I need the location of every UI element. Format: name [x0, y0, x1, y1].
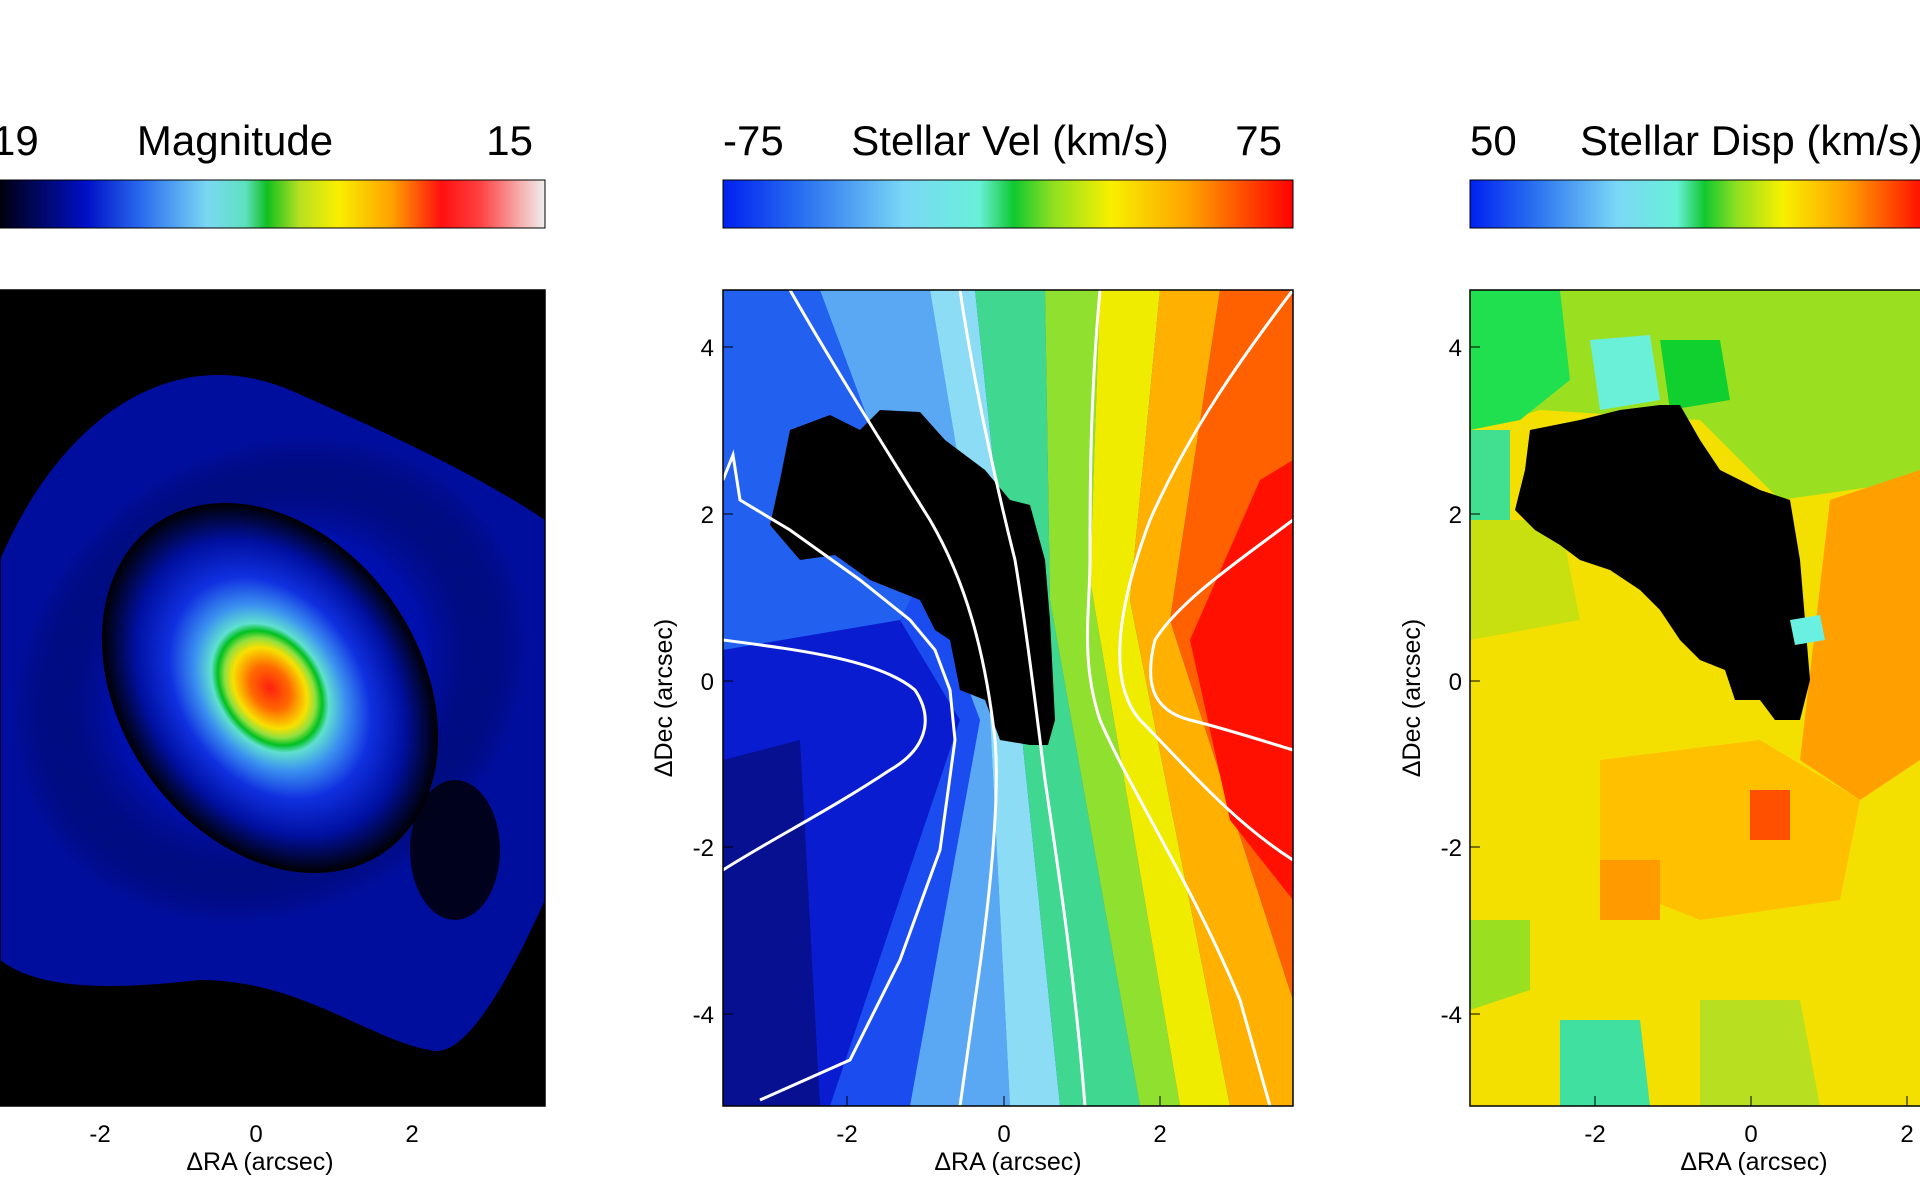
y-tick-label: 4	[1449, 335, 1462, 362]
colorbar-title: Stellar Vel (km/s)	[851, 117, 1168, 164]
y-axis-label: ΔDec (arcsec)	[650, 619, 678, 777]
dark-patch	[410, 780, 500, 920]
y-tick-label: -4	[1441, 1002, 1462, 1029]
x-tick-label: 0	[249, 1121, 262, 1148]
vel-band	[1190, 460, 1293, 900]
y-tick-label: 2	[701, 502, 714, 529]
disp-patch	[1700, 1000, 1820, 1106]
galaxy-core	[101, 502, 439, 874]
vel-band	[1130, 290, 1293, 1106]
colorbar-dispersion	[1469, 179, 1920, 229]
colorbar-title: Magnitude	[137, 117, 333, 164]
y-tick-label: 0	[1449, 669, 1462, 696]
disp-patch	[1750, 790, 1790, 840]
y-ticks	[1470, 346, 1480, 1015]
disp-patch	[1470, 290, 1570, 430]
plot-frame	[1469, 289, 1920, 1107]
vel-band	[975, 290, 1140, 1106]
vel-band	[1045, 290, 1180, 1106]
disp-patch	[1470, 430, 1510, 520]
y-tick-label: -2	[1441, 835, 1462, 862]
plot-frame	[722, 289, 1294, 1107]
x-tick-label: -2	[836, 1121, 857, 1148]
y-tick-label: -2	[693, 835, 714, 862]
disp-patch	[1790, 615, 1825, 645]
panel-dispersion: 50 Stellar Disp (km/s)	[1398, 117, 1920, 1176]
x-axis-label: ΔRA (arcsec)	[1680, 1148, 1827, 1176]
vel-band	[723, 740, 820, 1106]
panel-velocity: -75 Stellar Vel (km/s) 75	[650, 117, 1294, 1176]
y-tick-label: 2	[1449, 502, 1462, 529]
x-ticks	[1594, 1096, 1908, 1106]
x-axis-label: ΔRA (arcsec)	[186, 1148, 333, 1176]
y-tick-label: 0	[701, 669, 714, 696]
x-ticks	[99, 1096, 413, 1106]
masked-region	[1515, 405, 1810, 720]
x-tick-label: -2	[1584, 1121, 1605, 1148]
x-axis-label: ΔRA (arcsec)	[934, 1148, 1081, 1176]
colorbar-max-label: 75	[1235, 117, 1282, 164]
colorbar-min-label: 19	[0, 117, 39, 164]
disp-patch	[1470, 920, 1530, 1010]
velocity-contours	[723, 290, 1293, 1106]
y-ticks	[723, 346, 733, 1015]
colorbar-min-label: 50	[1470, 117, 1517, 164]
x-tick-label: 2	[405, 1121, 418, 1148]
y-tick-label: -4	[693, 1002, 714, 1029]
x-tick-label: 2	[1153, 1121, 1166, 1148]
x-tick-label: -2	[89, 1121, 110, 1148]
y-axis-label: ΔDec (arcsec)	[1398, 619, 1426, 777]
panel-magnitude: 19 Magnitude 15 -2 0 2 ΔRA (arcsec)	[0, 117, 546, 1176]
vel-band	[1090, 290, 1230, 1106]
y-tick-label: 4	[701, 335, 714, 362]
disp-patch	[1600, 740, 1860, 920]
x-tick-label: 0	[1744, 1121, 1757, 1148]
colorbar-max-label: 15	[486, 117, 533, 164]
x-tick-label: 2	[1900, 1121, 1913, 1148]
disp-patch	[1560, 1020, 1650, 1106]
colorbar-title: Stellar Disp (km/s)	[1580, 117, 1920, 164]
disp-patch	[1660, 340, 1730, 410]
x-tick-label: 0	[997, 1121, 1010, 1148]
colorbar-min-label: -75	[723, 117, 784, 164]
colorbar-magnitude	[0, 179, 546, 229]
disp-patch	[1800, 470, 1920, 800]
plot-frame	[0, 289, 546, 1107]
disp-patch	[1470, 520, 1580, 640]
disp-patch	[1600, 860, 1660, 920]
disp-patch	[1590, 335, 1660, 410]
x-ticks	[846, 1096, 1161, 1106]
colorbar-velocity	[722, 179, 1294, 229]
